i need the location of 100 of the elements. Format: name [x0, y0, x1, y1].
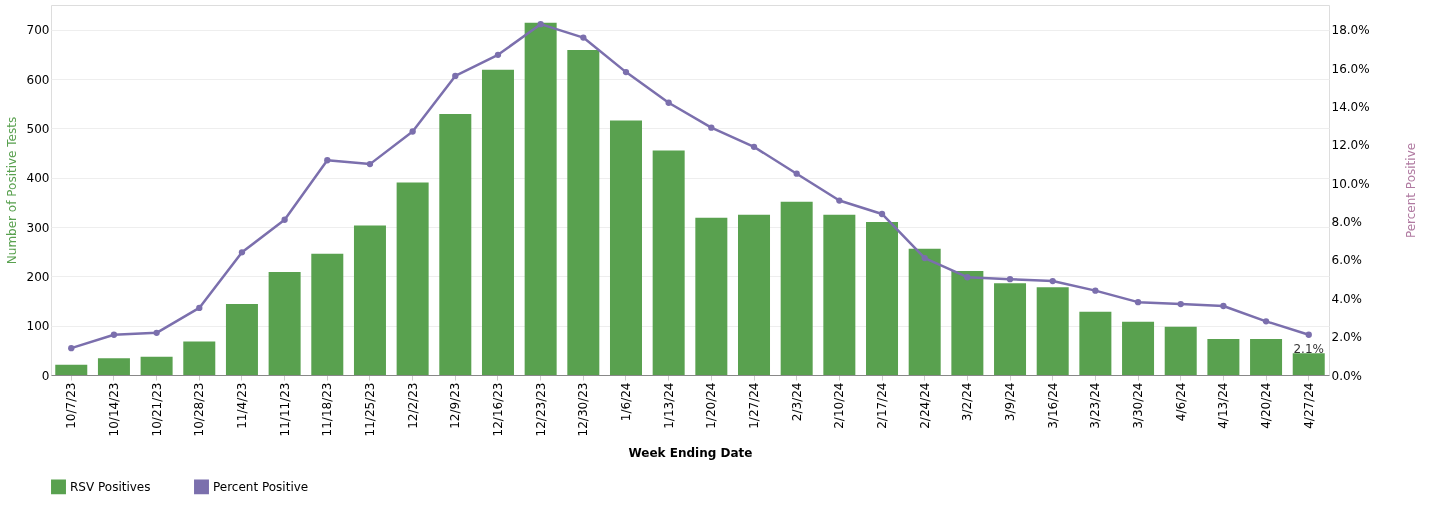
point — [793, 170, 800, 177]
point — [1262, 318, 1270, 325]
bar — [908, 248, 941, 375]
bar — [439, 114, 472, 375]
y-tick-label: 600 — [26, 72, 50, 87]
x-tick-label: 10/28/23 — [192, 382, 207, 437]
point — [68, 345, 75, 352]
x-tick-label: 10/7/23 — [64, 382, 79, 429]
point — [836, 197, 843, 204]
data-label: 2.1% — [1293, 341, 1324, 356]
point — [238, 249, 246, 256]
point — [1134, 298, 1142, 306]
bar — [1122, 321, 1155, 375]
y-tick-label: 500 — [26, 121, 50, 136]
y2-tick-label: 12.0% — [1331, 138, 1370, 153]
x-tick-label: 1/20/24 — [704, 382, 719, 429]
point — [750, 143, 758, 151]
bar — [1164, 326, 1197, 375]
x-tick-label: 12/2/23 — [405, 382, 420, 429]
bar — [140, 356, 173, 375]
bar — [225, 303, 258, 375]
x-tick-label: 10/21/23 — [149, 382, 164, 437]
x-tick-label: 3/30/24 — [1131, 382, 1146, 429]
point — [110, 331, 118, 338]
point — [153, 329, 160, 336]
y2-tick-label: 2.0% — [1331, 330, 1362, 345]
y-tick-label: 700 — [26, 23, 50, 38]
x-axis-title: Week Ending Date — [628, 446, 753, 461]
x-tick-label: 3/23/24 — [1088, 382, 1103, 429]
x-tick-label: 2/10/24 — [832, 382, 847, 429]
y2-tick-label: 6.0% — [1331, 253, 1362, 268]
y2-tick-label: 14.0% — [1331, 100, 1370, 115]
x-tick-label: 12/30/23 — [576, 382, 591, 437]
bar — [823, 214, 856, 375]
y-tick-label: 0 — [41, 368, 50, 383]
point — [1305, 331, 1312, 338]
point — [324, 157, 331, 164]
x-tick-label: 3/9/24 — [1003, 382, 1018, 422]
y2-tick-label: 16.0% — [1331, 61, 1370, 76]
x-tick-label: 4/20/24 — [1259, 382, 1274, 429]
point — [622, 68, 630, 76]
x-tick-label: 1/27/24 — [747, 382, 762, 429]
point — [409, 128, 416, 135]
x-tick-label: 12/23/23 — [533, 382, 548, 437]
legend-label: RSV Positives — [70, 479, 151, 494]
point — [1177, 300, 1184, 308]
bar — [97, 358, 130, 375]
y2-tick-label: 8.0% — [1331, 215, 1362, 230]
x-tick-label: 4/13/24 — [1216, 382, 1231, 429]
point — [537, 21, 544, 28]
x-tick-label: 11/25/23 — [362, 382, 377, 437]
point — [921, 254, 928, 262]
x-tick-label: 2/3/24 — [789, 382, 804, 422]
bar — [609, 120, 642, 375]
bar — [866, 222, 899, 375]
x-tick-label: 3/2/24 — [960, 382, 975, 422]
point — [708, 124, 715, 131]
bar — [1207, 338, 1240, 375]
point — [494, 51, 502, 58]
x-tick-label: 11/11/23 — [277, 382, 292, 437]
x-tick-label: 12/16/23 — [490, 382, 505, 437]
bar — [268, 271, 301, 375]
point — [1092, 287, 1099, 294]
point — [366, 160, 374, 168]
x-tick-label: 1/6/24 — [618, 382, 633, 422]
bar — [1079, 311, 1112, 375]
y2-tick-label: 18.0% — [1331, 23, 1370, 38]
bar — [695, 217, 728, 375]
bar — [311, 253, 344, 375]
point — [1049, 277, 1056, 285]
bar — [396, 182, 429, 375]
x-tick-label: 4/6/24 — [1173, 382, 1188, 422]
point — [1006, 275, 1014, 283]
bar — [183, 341, 216, 375]
y-tick-label: 100 — [26, 319, 50, 334]
legend-label: Percent Positive — [213, 479, 309, 494]
bar — [994, 283, 1027, 375]
point — [580, 34, 587, 41]
x-tick-label: 11/18/23 — [320, 382, 335, 437]
x-tick-label: 2/17/24 — [875, 382, 890, 429]
bar — [1036, 287, 1069, 375]
y2-tick-label: 0.0% — [1331, 368, 1362, 383]
x-tick-label: 10/14/23 — [106, 382, 121, 437]
y-tick-label: 200 — [26, 269, 50, 284]
x-tick-label: 1/13/24 — [661, 382, 676, 429]
y-tick-label: 400 — [26, 171, 50, 186]
bar — [780, 201, 813, 375]
y-axis-title: Number of Positive Tests — [4, 116, 19, 265]
bar — [524, 22, 557, 375]
point — [964, 274, 971, 281]
x-tick-label: 12/9/23 — [448, 382, 463, 429]
y2-axis-title: Percent Positive — [1403, 142, 1418, 239]
point — [281, 216, 288, 223]
x-tick-label: 3/16/24 — [1045, 382, 1060, 429]
bar — [738, 214, 771, 375]
y2-tick-label: 4.0% — [1331, 291, 1362, 306]
bar — [1250, 338, 1283, 375]
bar — [481, 69, 514, 375]
bar — [567, 49, 600, 375]
x-tick-label: 11/4/23 — [234, 382, 249, 429]
